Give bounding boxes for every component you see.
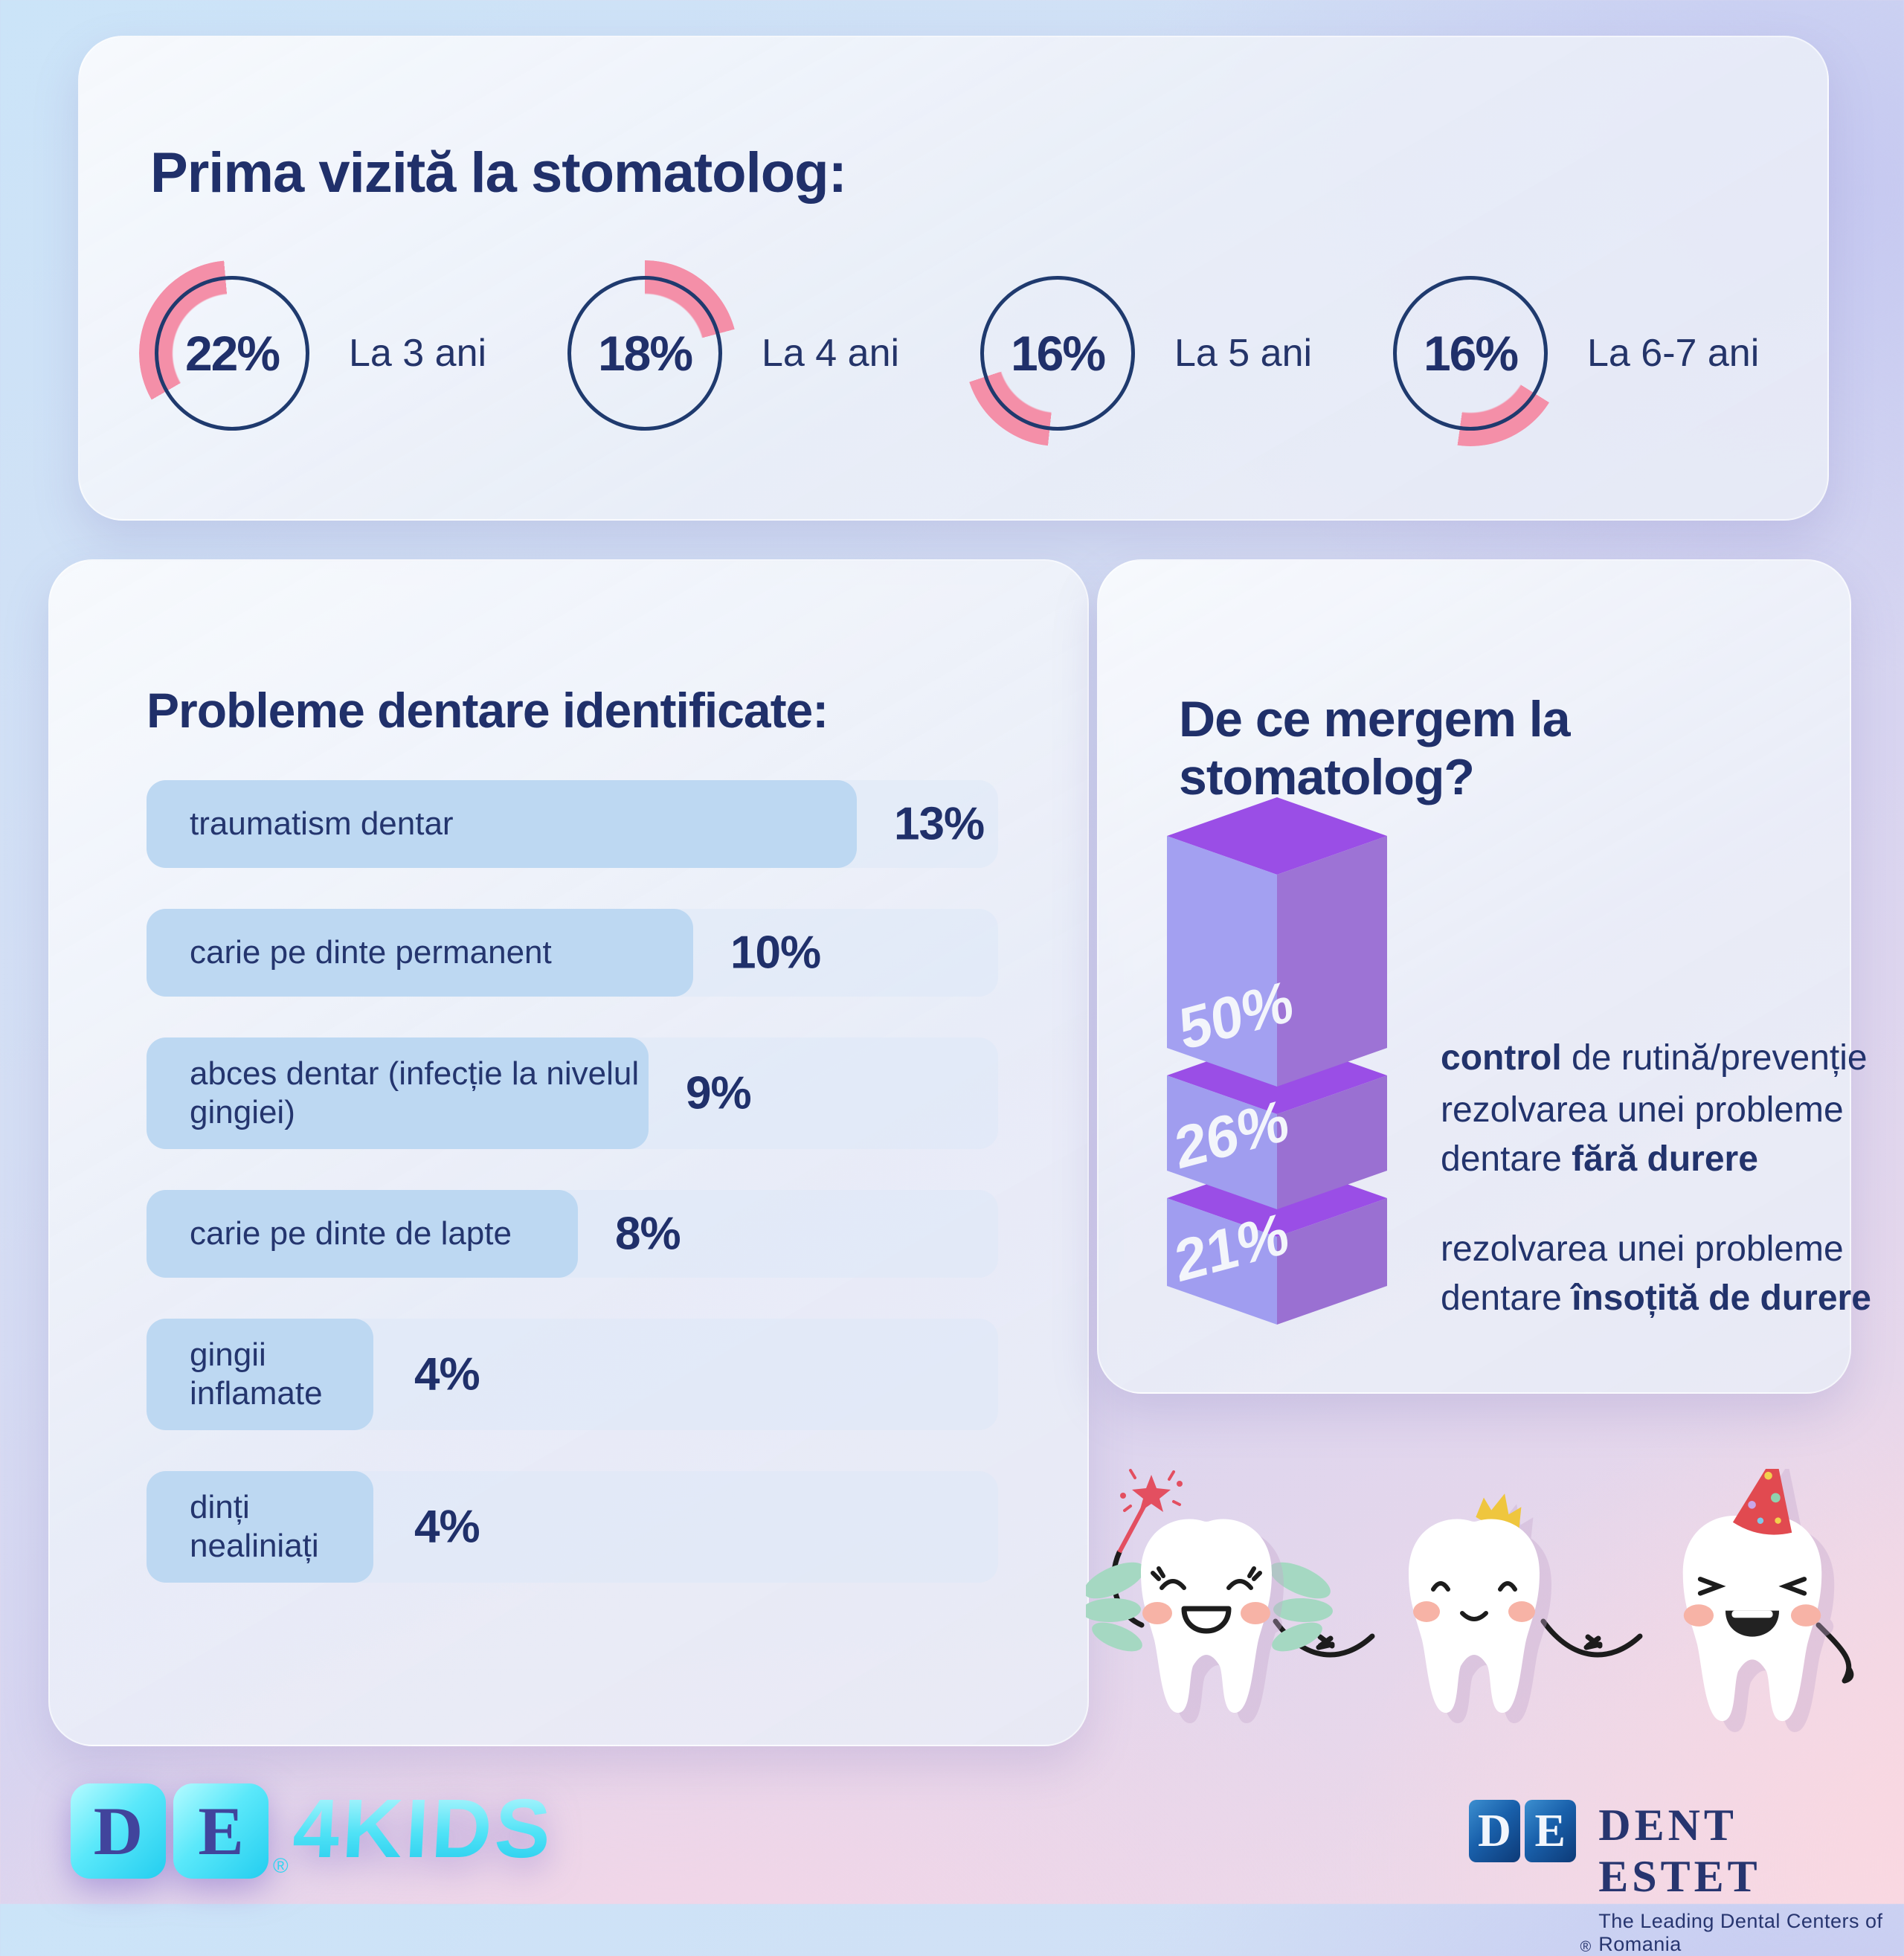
party-tooth-character (1682, 1469, 1822, 1722)
bar-label: abces dentar (infecție la nivelul gingie… (190, 1055, 640, 1130)
bar-fill: traumatism dentar (147, 780, 857, 868)
bar-fill: dinți nealiniați (147, 1471, 373, 1583)
bar-row: abces dentar (infecție la nivelul gingie… (147, 1037, 998, 1149)
donut-percent: 22% (184, 326, 280, 381)
dentestet-letter-e-square: E (1524, 1800, 1576, 1862)
donut-ring (1393, 276, 1548, 431)
donut-ring (155, 276, 309, 431)
fairy-arm (1110, 1549, 1145, 1628)
teeth-characters-illustration (1086, 1469, 1854, 1722)
first-visit-card: Prima vizită la stomatolog: 22% La 3 ani… (78, 36, 1829, 521)
donut-percent: 16% (1423, 326, 1519, 381)
bar-fill: gingii inflamate (147, 1319, 373, 1430)
reason-text-post: de rutină/prevenție (1561, 1038, 1868, 1078)
bar-row: carie pe dinte de lapte 8% (147, 1190, 998, 1278)
donut-chart-age5: 16% (965, 260, 1151, 446)
fairy-wings-icon (1086, 1562, 1333, 1652)
reason-text-bold: fără durere (1572, 1139, 1758, 1179)
registered-mark: ® (273, 1854, 289, 1877)
logo-letter: E (198, 1793, 244, 1869)
fairy-face (1142, 1566, 1270, 1634)
dental-problems-card: Probleme dentare identificate: traumatis… (48, 559, 1089, 1746)
donut-ring (567, 276, 722, 431)
donut-chart-age3: 22% (139, 260, 325, 446)
arm-line (1540, 1618, 1643, 1658)
fairy-mouth (1181, 1606, 1232, 1634)
dentestet-tagline: The Leading Dental Centers of Romania (1598, 1910, 1883, 1955)
donut-group-age5: 16% La 5 ani (965, 260, 1312, 446)
first-visit-title: Prima vizită la stomatolog: (150, 141, 847, 205)
bar-value: 8% (615, 1208, 681, 1260)
box-50 (1167, 797, 1387, 1087)
bar-row: carie pe dinte permanent 10% (147, 909, 998, 997)
bar-value: 4% (414, 1501, 480, 1553)
donut-group-age3: 22% La 3 ani (139, 260, 486, 446)
fairy-tooth-character (1141, 1519, 1272, 1713)
donut-chart-age6-7: 16% (1377, 260, 1563, 446)
donut-group-age6-7: 16% La 6-7 ani (1377, 260, 1759, 446)
hand-scribble (1583, 1634, 1603, 1650)
donut-group-age4: 18% La 4 ani (552, 260, 899, 446)
bar-value: 9% (686, 1067, 752, 1119)
bar-label: carie pe dinte de lapte (190, 1215, 512, 1252)
bar-row: traumatism dentar 13% (147, 780, 998, 868)
donut-label: La 6-7 ani (1587, 332, 1760, 375)
donut-label: La 4 ani (762, 332, 900, 375)
bar-label: dinți nealiniați (190, 1489, 319, 1564)
bar-value: 13% (894, 798, 985, 850)
reason-text-bold: însoțită de durere (1572, 1278, 1871, 1318)
bar-label: traumatism dentar (190, 805, 454, 842)
logo-letter: E (1534, 1805, 1566, 1856)
de4kids-letter-d-square: D (71, 1783, 166, 1879)
bar-label: gingii inflamate (190, 1336, 323, 1412)
party-face (1683, 1577, 1821, 1637)
dent-estet-logo: D E ® DENT ESTET The Leading Dental Cent… (1469, 1800, 1904, 1956)
bar-value: 10% (730, 927, 821, 979)
registered-mark: ® (1580, 1939, 1592, 1955)
logo-letter: D (1477, 1805, 1511, 1856)
bar-fill: carie pe dinte de lapte (147, 1190, 578, 1278)
de4kids-letter-e-square: E (173, 1783, 268, 1879)
crown-face (1413, 1581, 1535, 1622)
reasons-title: De ce mergem la stomatolog? (1179, 691, 1571, 806)
donut-chart-age4: 18% (552, 260, 738, 446)
crown-tooth-character (1409, 1493, 1540, 1713)
dentestet-name: DENT ESTET (1598, 1801, 1761, 1901)
de4kids-logo: D E ® 4KIDS (71, 1782, 556, 1879)
de4kids-wordmark: 4KIDS (290, 1782, 556, 1875)
party-hat-icon (1732, 1469, 1792, 1535)
bar-value: 4% (414, 1348, 480, 1400)
dentestet-text-block: DENT ESTET The Leading Dental Centers of… (1598, 1800, 1904, 1956)
hand-scribble (1316, 1634, 1335, 1650)
magic-wand-icon (1117, 1469, 1183, 1554)
bar-fill: carie pe dinte permanent (147, 909, 693, 997)
reason-item: rezolvarea unei probleme dentare fără du… (1441, 1086, 1902, 1184)
dental-problems-title: Probleme dentare identificate: (147, 682, 829, 738)
donut-label: La 3 ani (349, 332, 487, 375)
infographic-canvas: Prima vizită la stomatolog: 22% La 3 ani… (48, 36, 1882, 1955)
logo-letter: D (93, 1793, 144, 1869)
donut-percent: 18% (597, 326, 693, 381)
reason-text-bold: control (1441, 1038, 1562, 1078)
stacked-3d-column-chart: 50% 26% 21% (1167, 797, 1387, 1325)
reason-item: rezolvarea unei probleme dentare însoțit… (1441, 1225, 1902, 1323)
reason-text-pre: rezolvarea unei probleme dentare (1441, 1229, 1844, 1318)
bar-label: carie pe dinte permanent (190, 934, 552, 971)
reason-text-pre: rezolvarea unei probleme dentare (1441, 1090, 1844, 1179)
bar-row: dinți nealiniați 4% (147, 1471, 998, 1583)
party-arm (1815, 1622, 1854, 1684)
donut-percent: 16% (1010, 326, 1106, 381)
box-21 (1167, 1159, 1387, 1325)
bar-row: gingii inflamate 4% (147, 1319, 998, 1430)
donut-ring (980, 276, 1135, 431)
dentestet-letter-d-square: D (1469, 1800, 1520, 1862)
reason-item: control de rutină/prevenție (1441, 1034, 1902, 1083)
donut-label: La 5 ani (1174, 332, 1313, 375)
reasons-card: De ce mergem la stomatolog? 50% 26% (1097, 559, 1871, 1394)
bar-fill: abces dentar (infecție la nivelul gingie… (147, 1037, 649, 1149)
